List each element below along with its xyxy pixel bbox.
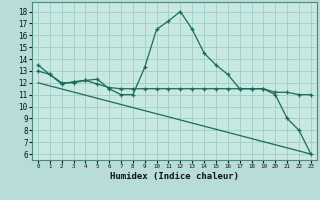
X-axis label: Humidex (Indice chaleur): Humidex (Indice chaleur) (110, 172, 239, 181)
